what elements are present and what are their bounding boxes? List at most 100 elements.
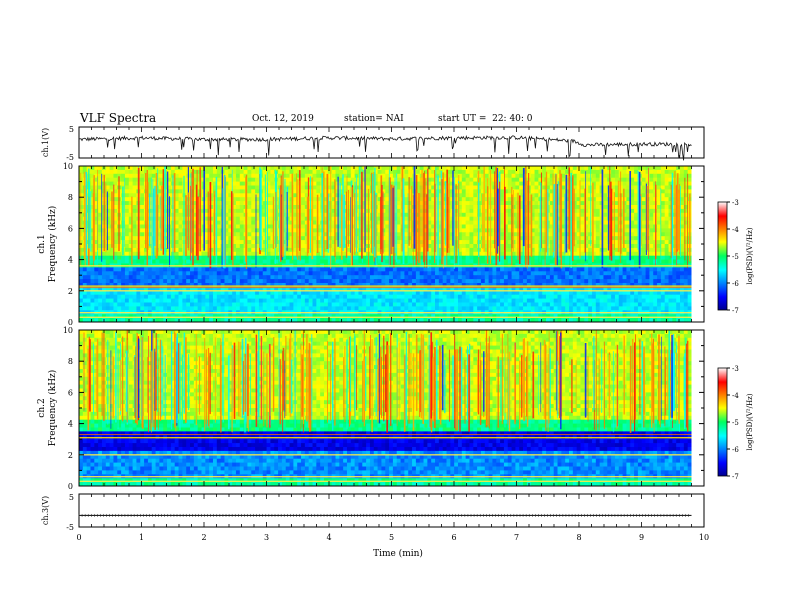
spectrogram-cell — [106, 275, 110, 279]
spectrogram-cell — [224, 271, 228, 275]
spectrogram-cell — [469, 267, 473, 271]
spectrogram-cell — [469, 279, 473, 283]
spectrogram-cell — [236, 236, 240, 240]
spectrogram-cell — [466, 236, 470, 240]
spectrogram-cell — [286, 271, 290, 275]
spectrogram-cell — [125, 213, 129, 217]
spectrogram-cell — [247, 201, 251, 205]
spectrogram-cell — [179, 170, 183, 174]
spectrogram-cell — [202, 271, 206, 275]
spectrogram-cell — [542, 275, 546, 279]
spectrogram-cell — [381, 166, 385, 170]
spectrogram-cell — [485, 170, 489, 174]
spectrogram-cell — [657, 267, 661, 271]
spectrogram-cell — [347, 271, 351, 275]
spectrogram-cell — [110, 252, 114, 256]
spectrogram-cell — [508, 174, 512, 178]
spectrogram-cell — [515, 166, 519, 170]
spectrogram-cell — [117, 271, 121, 275]
spectrogram-cell — [469, 252, 473, 256]
spectrogram-cell — [500, 232, 504, 236]
spectrogram-cell — [485, 193, 489, 197]
spectrogram-cell — [251, 228, 255, 232]
spectrogram-cell — [339, 260, 343, 264]
spectrogram-cell — [427, 279, 431, 283]
spectrogram-cell — [309, 170, 313, 174]
spectrogram-cell — [649, 275, 653, 279]
spectrogram-cell — [450, 275, 454, 279]
spectrogram-cell — [500, 256, 504, 260]
spectrogram-cell — [481, 275, 485, 279]
spectrogram-cell — [473, 256, 477, 260]
spectrogram-cell — [435, 267, 439, 271]
spectrogram-cell — [263, 236, 267, 240]
spectrogram-cell — [404, 166, 408, 170]
spectrogram-cell — [588, 279, 592, 283]
spectrogram-cell — [592, 271, 596, 275]
spectrogram-cell — [286, 252, 290, 256]
spectrogram-cell — [646, 166, 650, 170]
spectrogram-cell — [244, 170, 248, 174]
spectrogram-cell — [397, 209, 401, 213]
spectrogram-cell — [466, 244, 470, 248]
spectrogram-cell — [140, 193, 144, 197]
spectrogram-cell — [205, 166, 209, 170]
spectrogram-cell — [531, 178, 535, 182]
spectrogram-cell — [236, 232, 240, 236]
spectrogram-cell — [462, 201, 466, 205]
spectrogram-cell — [263, 240, 267, 244]
spectrogram-cell — [580, 252, 584, 256]
spectrogram-cell — [205, 260, 209, 264]
spectrogram-cell — [335, 166, 339, 170]
spectrogram-cell — [596, 178, 600, 182]
spectrogram-cell — [588, 267, 592, 271]
spectrogram-cell — [535, 186, 539, 190]
spectrogram-cell — [347, 193, 351, 197]
spectrogram-cell — [217, 209, 221, 213]
spectrogram-cell — [351, 267, 355, 271]
spectrogram-cell — [301, 186, 305, 190]
spectrogram-cell — [416, 279, 420, 283]
spectrogram-cell — [466, 174, 470, 178]
spectrogram-cell — [412, 275, 416, 279]
spectrogram-cell — [477, 275, 481, 279]
spectrogram-cell — [657, 279, 661, 283]
spectrogram-cell — [378, 267, 382, 271]
spectrogram-cell — [466, 252, 470, 256]
spectrogram-cell — [550, 267, 554, 271]
spectrogram-cell — [113, 275, 117, 279]
spectrogram-cell — [485, 189, 489, 193]
spectrogram-cell — [565, 267, 569, 271]
spectrogram-cell — [236, 228, 240, 232]
spectrogram-cell — [596, 236, 600, 240]
spectrogram-cell — [412, 271, 416, 275]
spectrogram-cell — [603, 244, 607, 248]
spectrogram-cell — [293, 201, 297, 205]
spectrogram-cell — [117, 170, 121, 174]
spectrogram-cell — [110, 267, 114, 271]
spectrogram-cell — [270, 186, 274, 190]
spectrogram-cell — [588, 240, 592, 244]
spectrogram-cell — [469, 232, 473, 236]
spectrogram-cell — [492, 275, 496, 279]
spectrogram-cell — [328, 260, 332, 264]
spectrogram-cell — [179, 189, 183, 193]
spectrogram-cell — [680, 275, 684, 279]
spectrogram-cell — [485, 186, 489, 190]
spectrogram-cell — [588, 189, 592, 193]
spectrogram-cell — [316, 279, 320, 283]
spectrogram-cell — [404, 267, 408, 271]
spectrogram-cell — [512, 271, 516, 275]
spectrogram-cell — [565, 260, 569, 264]
spectrogram-cell — [313, 275, 317, 279]
spectrogram-cell — [500, 260, 504, 264]
spectrogram-cell — [424, 267, 428, 271]
spectrogram-cell — [649, 267, 653, 271]
spectrogram-cell — [125, 193, 129, 197]
spectrogram-cell — [301, 275, 305, 279]
spectrogram-cell — [603, 267, 607, 271]
spectrogram-cell — [140, 267, 144, 271]
spectrogram-cell — [270, 189, 274, 193]
spectrogram-cell — [110, 186, 114, 190]
spectrogram-cell — [580, 260, 584, 264]
